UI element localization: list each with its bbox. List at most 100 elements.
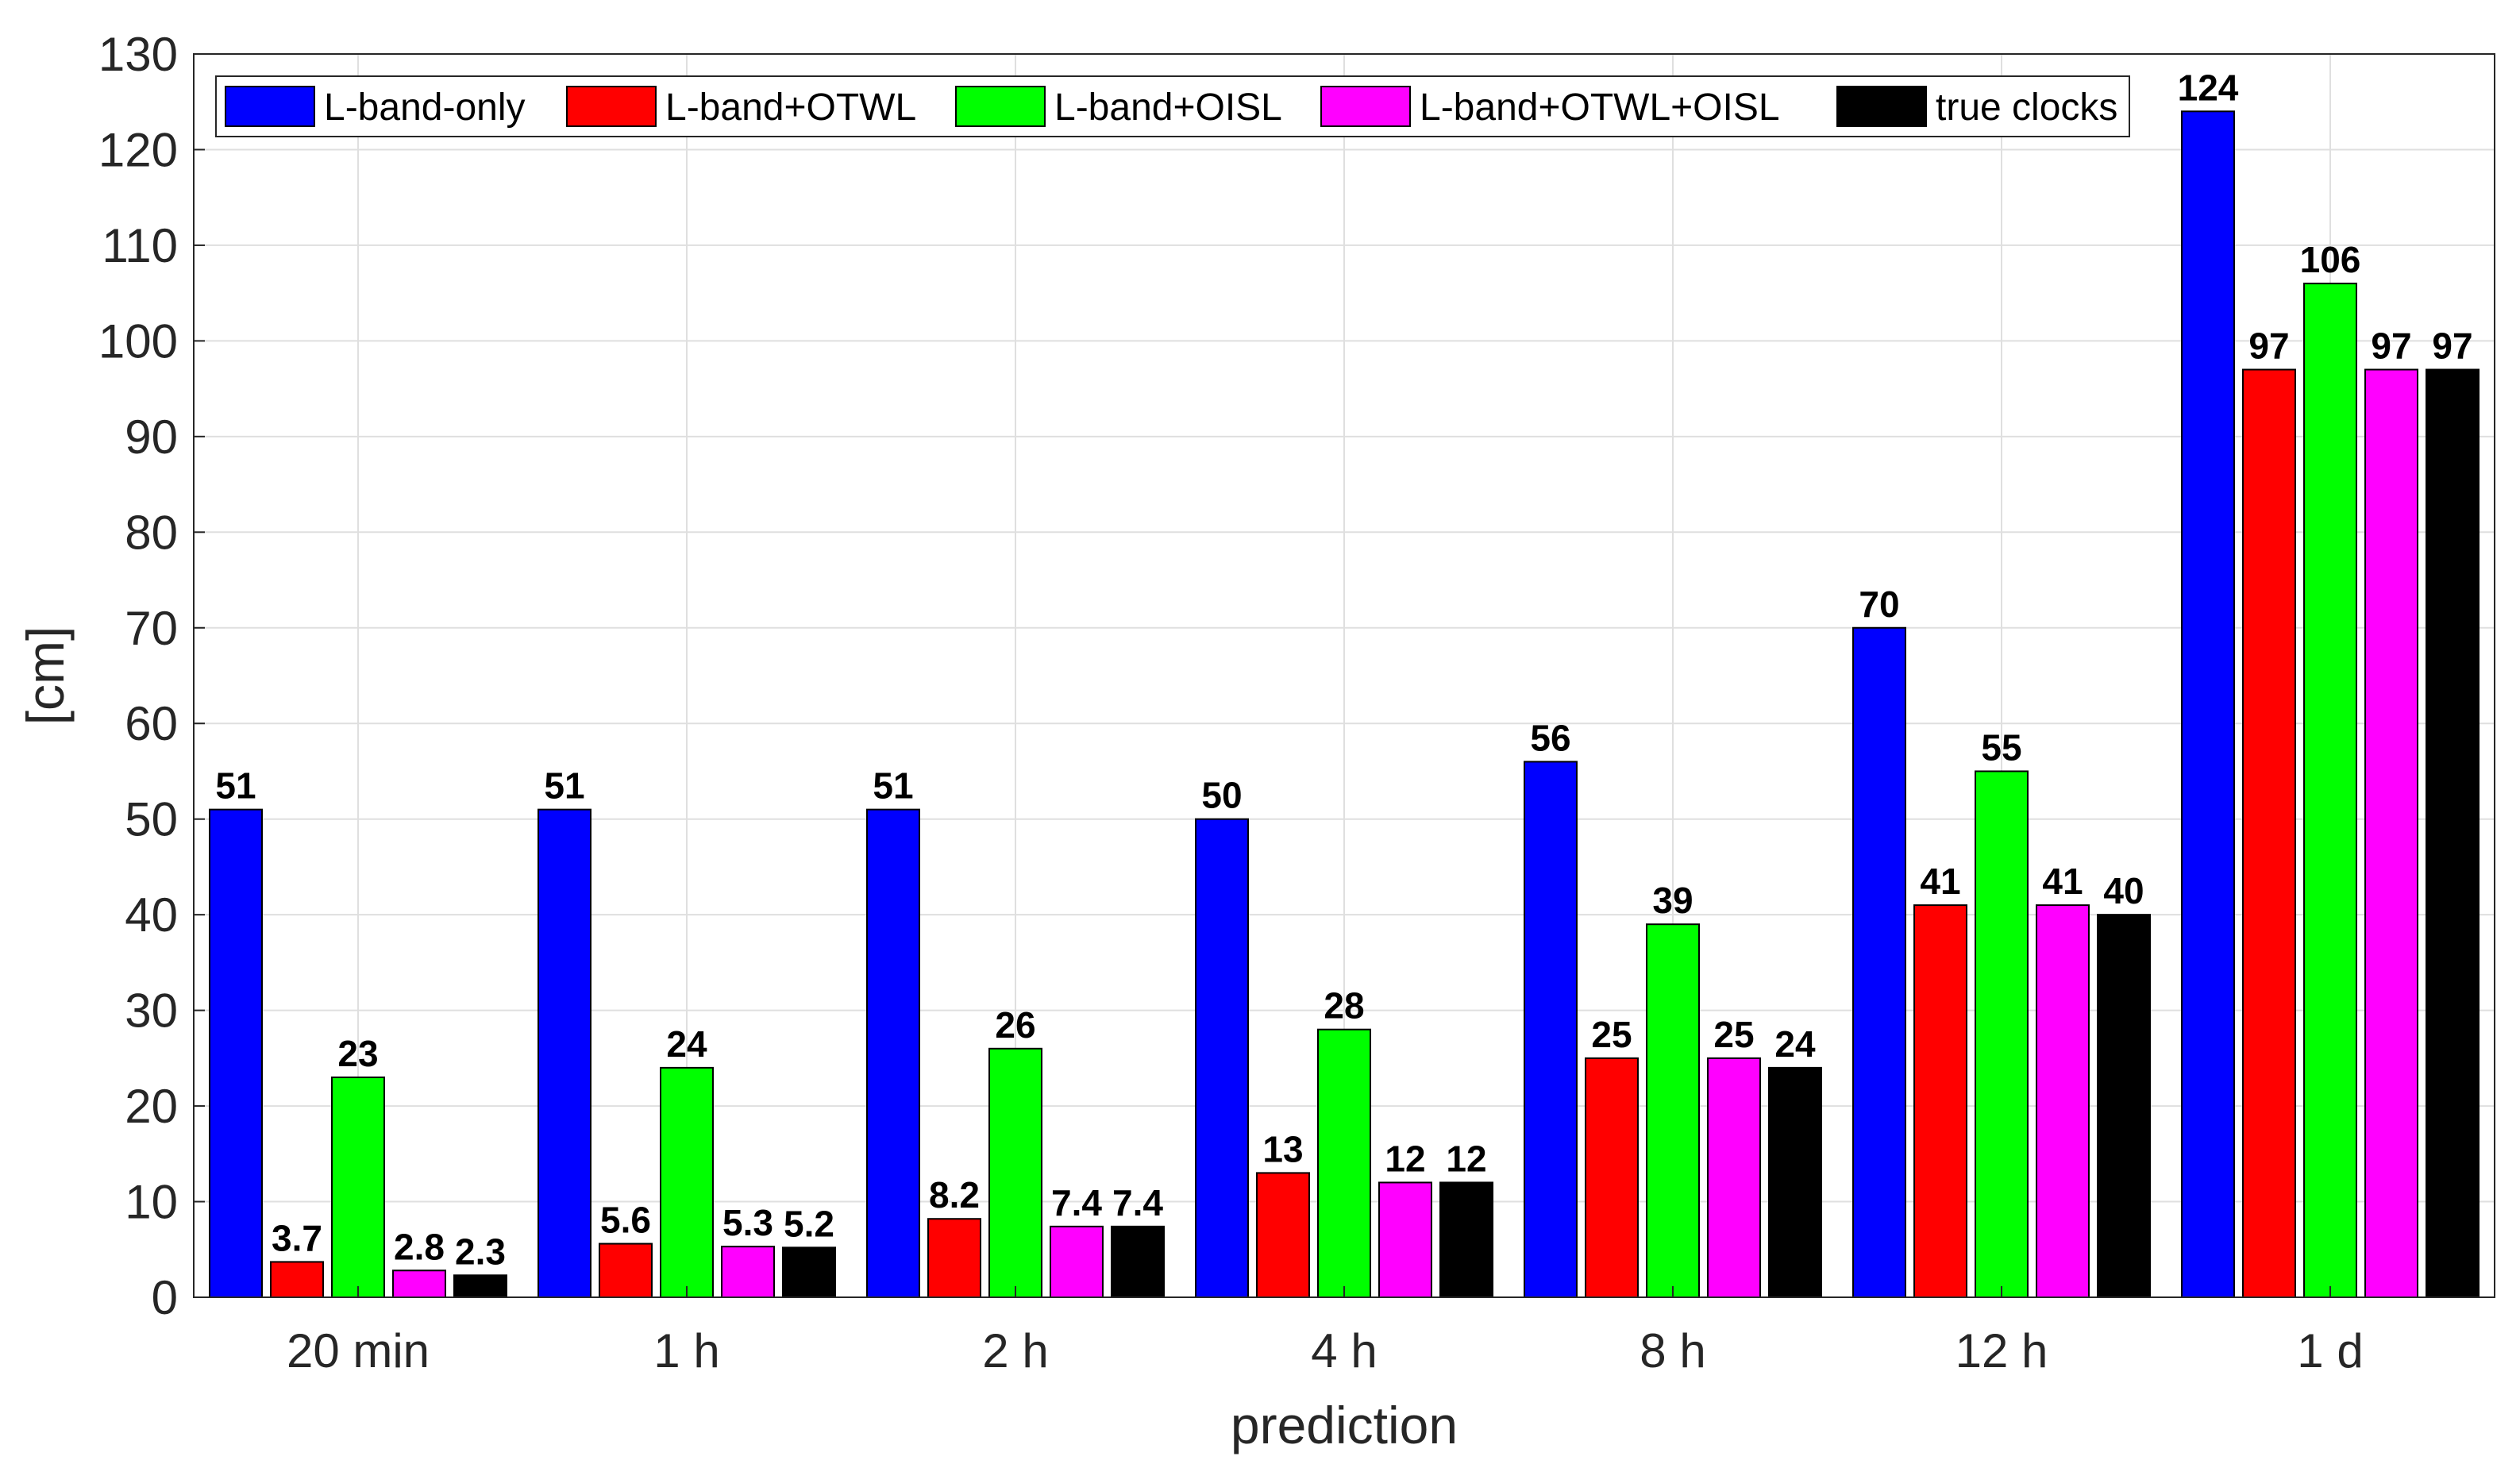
x-tick-label: 1 d bbox=[2297, 1324, 2363, 1377]
y-tick-label: 40 bbox=[125, 888, 178, 942]
bar bbox=[2364, 368, 2418, 1298]
bar bbox=[2303, 283, 2357, 1299]
bar bbox=[988, 1047, 1042, 1299]
data-label: 55 bbox=[1981, 726, 2021, 768]
data-label: 5.6 bbox=[600, 1200, 651, 1241]
data-label: 70 bbox=[1859, 584, 1899, 625]
data-label: 106 bbox=[2300, 239, 2361, 280]
legend-swatch bbox=[225, 86, 315, 127]
bar bbox=[2181, 110, 2235, 1298]
legend-entry: true clocks bbox=[1936, 87, 2117, 129]
legend-entry: L-band+OISL bbox=[1054, 87, 1282, 129]
bar bbox=[392, 1269, 446, 1298]
bar bbox=[1111, 1225, 1165, 1299]
legend-entry: L-band+OTWL bbox=[665, 87, 916, 129]
data-label: 12 bbox=[1446, 1138, 1486, 1179]
data-label: 5.3 bbox=[722, 1202, 773, 1243]
data-label: 24 bbox=[1774, 1023, 1816, 1065]
data-label: 12 bbox=[1385, 1138, 1425, 1179]
axis-ticks: 0 10 20 30 40 50 60 70 80 90 100 110 120 130 20 min 1 h… bbox=[98, 28, 2364, 1377]
bar bbox=[2242, 368, 2296, 1298]
bar bbox=[1439, 1181, 1493, 1299]
bar bbox=[1256, 1172, 1310, 1299]
x-tick-label: 4 h bbox=[1311, 1324, 1377, 1377]
bar bbox=[331, 1076, 385, 1298]
x-tick-label: 12 h bbox=[1956, 1324, 2048, 1377]
bar bbox=[1852, 626, 1906, 1298]
bar bbox=[1317, 1028, 1371, 1298]
data-label: 28 bbox=[1324, 985, 1364, 1027]
data-label: 24 bbox=[666, 1023, 707, 1065]
data-label: 40 bbox=[2103, 870, 2144, 911]
y-tick-label: 10 bbox=[125, 1176, 178, 1229]
bar bbox=[599, 1242, 653, 1298]
legend-entry: L-band+OTWL+OISL bbox=[1420, 87, 1780, 129]
y-tick-label: 90 bbox=[125, 410, 178, 464]
bar bbox=[1050, 1225, 1104, 1299]
data-label: 51 bbox=[544, 765, 584, 807]
legend-entry: L-band-only bbox=[324, 87, 526, 129]
bar bbox=[1646, 923, 1700, 1298]
y-tick-label: 120 bbox=[98, 123, 178, 176]
data-label: 25 bbox=[1591, 1014, 1632, 1055]
x-tick-label: 1 h bbox=[653, 1324, 719, 1377]
data-label: 23 bbox=[337, 1033, 378, 1074]
data-label: 7.4 bbox=[1051, 1182, 1102, 1223]
bar bbox=[782, 1246, 836, 1298]
data-label: 26 bbox=[995, 1004, 1035, 1046]
bar bbox=[1524, 761, 1578, 1298]
data-label: 41 bbox=[1920, 861, 1960, 902]
y-tick-label: 0 bbox=[152, 1271, 178, 1324]
data-label: 3.7 bbox=[272, 1217, 322, 1258]
bar bbox=[1195, 818, 1249, 1298]
bar bbox=[660, 1066, 714, 1299]
x-tick-label: 2 h bbox=[982, 1324, 1048, 1377]
data-label: 51 bbox=[215, 765, 256, 807]
y-tick-label: 60 bbox=[125, 697, 178, 750]
y-tick-label: 80 bbox=[125, 506, 178, 559]
bar bbox=[1378, 1181, 1432, 1299]
y-tick-label: 50 bbox=[125, 793, 178, 846]
data-label: 39 bbox=[1652, 880, 1693, 921]
data-label: 97 bbox=[2248, 326, 2289, 367]
data-label: 2.3 bbox=[455, 1231, 506, 1272]
y-tick-label: 20 bbox=[125, 1080, 178, 1133]
bar bbox=[866, 808, 920, 1298]
bar bbox=[1913, 904, 1967, 1298]
bar bbox=[1975, 770, 2029, 1298]
legend-swatch bbox=[1320, 86, 1411, 127]
y-tick-label: 110 bbox=[102, 219, 178, 272]
bar bbox=[1585, 1057, 1639, 1299]
y-tick-label: 100 bbox=[98, 314, 178, 368]
y-tick-label: 130 bbox=[98, 28, 178, 81]
bar bbox=[538, 808, 591, 1298]
data-label: 97 bbox=[2432, 326, 2472, 367]
data-labels: 51 51 51 50 56 70 124 3.7 5.6 8.2 13 25 41 97 23 24 26 28… bbox=[215, 67, 2472, 1272]
bar bbox=[209, 808, 263, 1298]
data-label: 41 bbox=[2042, 861, 2083, 902]
bar bbox=[927, 1218, 981, 1299]
data-label: 5.2 bbox=[784, 1203, 834, 1244]
bar bbox=[2097, 914, 2151, 1298]
data-label: 7.4 bbox=[1112, 1182, 1163, 1223]
data-label: 50 bbox=[1201, 775, 1242, 816]
data-label: 8.2 bbox=[929, 1174, 980, 1216]
legend-swatch bbox=[566, 86, 657, 127]
legend-swatch bbox=[955, 86, 1046, 127]
data-label: 56 bbox=[1530, 717, 1570, 758]
data-label: 124 bbox=[2178, 67, 2239, 108]
bar bbox=[721, 1246, 775, 1299]
data-label: 2.8 bbox=[394, 1226, 445, 1267]
bar bbox=[270, 1261, 324, 1298]
bars bbox=[209, 110, 2480, 1299]
legend: L-band-only L-band+OTWL L-band+OISL L-band+… bbox=[215, 75, 2130, 137]
bar bbox=[453, 1274, 507, 1298]
x-tick-label: 8 h bbox=[1640, 1324, 1705, 1377]
y-axis-title: [cm] bbox=[16, 626, 75, 726]
data-label: 25 bbox=[1713, 1014, 1754, 1055]
data-label: 13 bbox=[1262, 1128, 1303, 1169]
bar bbox=[1768, 1066, 1822, 1299]
data-label: 51 bbox=[873, 765, 913, 807]
bar bbox=[1707, 1057, 1761, 1299]
